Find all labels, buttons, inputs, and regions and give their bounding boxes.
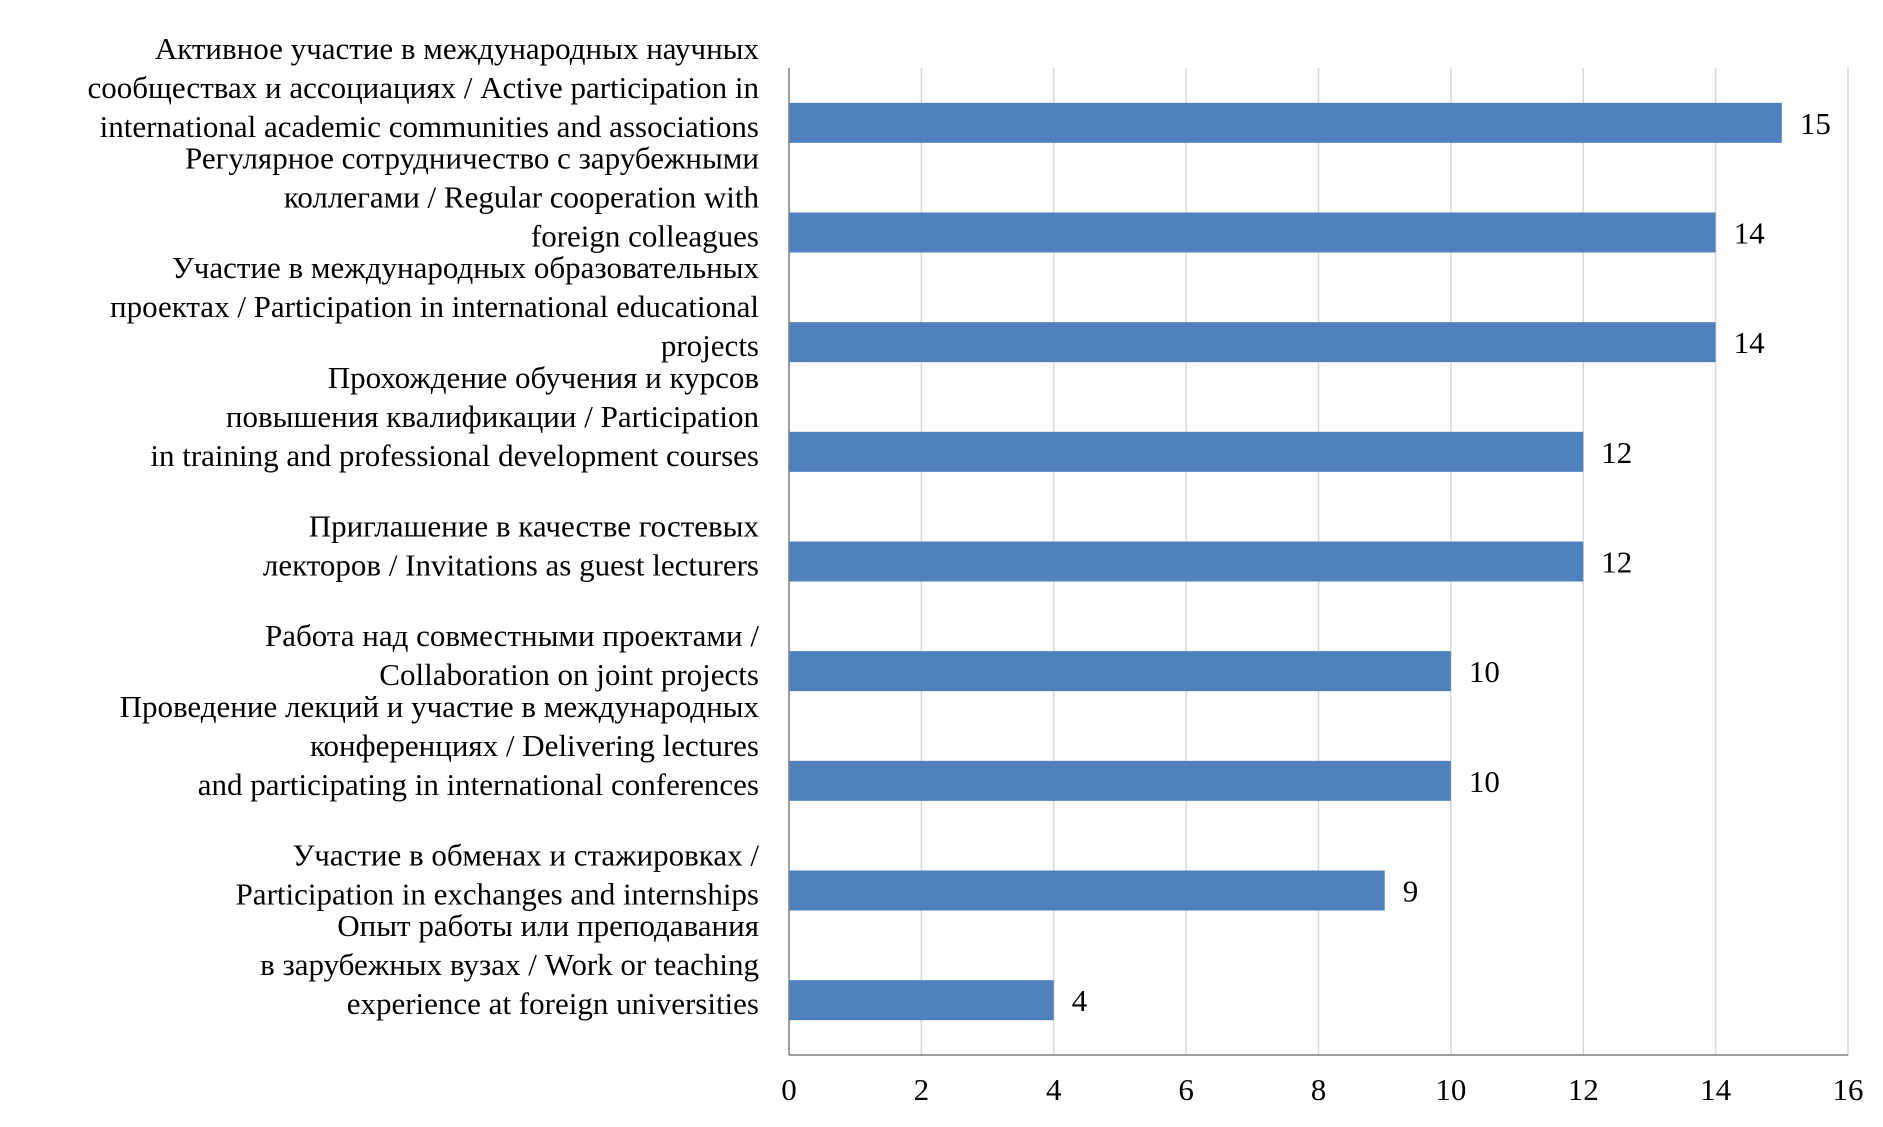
category-label-line: повышения квалификации / Participation (226, 399, 760, 434)
category-label-2: Регулярное сотрудничество с зарубежными к… (185, 141, 759, 254)
data-label-4: 12 (1601, 435, 1632, 470)
category-label-8: Участие в обменах и стажировках / Partici… (236, 838, 760, 912)
category-label-3: Участие в международных образовательных п… (110, 250, 759, 363)
data-label-6: 10 (1469, 654, 1500, 689)
category-label-line: Participation in exchanges and internshi… (236, 877, 759, 912)
category-label-line: foreign colleagues (531, 219, 759, 254)
category-label-9: Опыт работы или преподавания в зарубежных… (260, 908, 759, 1021)
category-label-line: experience at foreign universities (347, 986, 759, 1021)
bar-1 (789, 102, 1782, 143)
category-label-line: Активное участие в международных научных (155, 31, 760, 66)
category-label-4: Прохождение обучения и курсов повышения к… (150, 360, 759, 473)
bar-8 (789, 870, 1385, 911)
category-label-7: Проведение лекций и участие в международ… (120, 689, 760, 802)
bar-5 (789, 541, 1584, 582)
category-label-line: Работа над совместными проектами / (265, 618, 759, 653)
category-label-line: в зарубежных вузах / Work or teaching (260, 947, 759, 982)
x-tick-labels: 0 2 4 6 8 10 12 14 16 (781, 1072, 1863, 1107)
axes (788, 68, 1848, 1056)
x-tick-label: 2 (914, 1072, 930, 1107)
x-tick-label: 10 (1435, 1072, 1466, 1107)
data-label-7: 10 (1469, 764, 1500, 799)
category-label-line: Участие в обменах и стажировках / (292, 838, 759, 873)
category-label-line: international academic communities and a… (100, 109, 759, 144)
data-label-8: 9 (1403, 874, 1419, 909)
category-labels: Активное участие в международных научных… (88, 31, 760, 1021)
x-tick-label: 6 (1178, 1072, 1194, 1107)
category-label-line: Проведение лекций и участие в международ… (120, 689, 760, 724)
category-label-line: коллегами / Regular cooperation with (284, 180, 760, 215)
data-label-5: 12 (1601, 545, 1632, 580)
category-label-1: Активное участие в международных научных… (88, 31, 760, 144)
bars (789, 102, 1782, 1021)
category-label-line: проектах / Participation in internationa… (110, 289, 759, 324)
category-label-5: Приглашение в качестве гостевых лекторов … (263, 509, 760, 583)
category-label-line: and participating in international confe… (198, 767, 759, 802)
category-label-line: Приглашение в качестве гостевых (309, 509, 760, 544)
data-label-9: 4 (1072, 983, 1088, 1018)
x-tick-label: 8 (1311, 1072, 1327, 1107)
x-tick-label: 16 (1833, 1072, 1864, 1107)
bar-7 (789, 760, 1451, 801)
x-tick-label: 12 (1568, 1072, 1599, 1107)
category-label-line: Опыт работы или преподавания (337, 908, 759, 943)
data-label-3: 14 (1734, 325, 1766, 360)
bar-4 (789, 431, 1584, 472)
category-label-line: Collaboration on joint projects (379, 657, 759, 692)
category-label-line: Прохождение обучения и курсов (328, 360, 759, 395)
x-tick-label: 14 (1700, 1072, 1732, 1107)
x-tick-label: 4 (1046, 1072, 1062, 1107)
bar-3 (789, 322, 1716, 363)
category-label-6: Работа над совместными проектами / Collab… (265, 618, 759, 692)
category-label-line: in training and professional development… (150, 438, 759, 473)
bar-6 (789, 651, 1451, 692)
category-label-line: projects (661, 328, 759, 363)
category-label-line: конференциях / Delivering lectures (310, 728, 759, 763)
bar-9 (789, 980, 1054, 1021)
category-label-line: Участие в международных образовательных (172, 250, 760, 285)
category-label-line: лекторов / Invitations as guest lecturer… (263, 548, 759, 583)
data-label-1: 15 (1800, 106, 1831, 141)
data-label-2: 14 (1734, 216, 1766, 251)
category-label-line: Регулярное сотрудничество с зарубежными (185, 141, 759, 176)
x-tick-label: 0 (781, 1072, 797, 1107)
data-labels: 15 14 14 12 12 10 10 9 4 (1072, 106, 1831, 1018)
bar-2 (789, 212, 1716, 253)
category-label-line: сообществах и ассоциациях / Active parti… (88, 70, 760, 105)
